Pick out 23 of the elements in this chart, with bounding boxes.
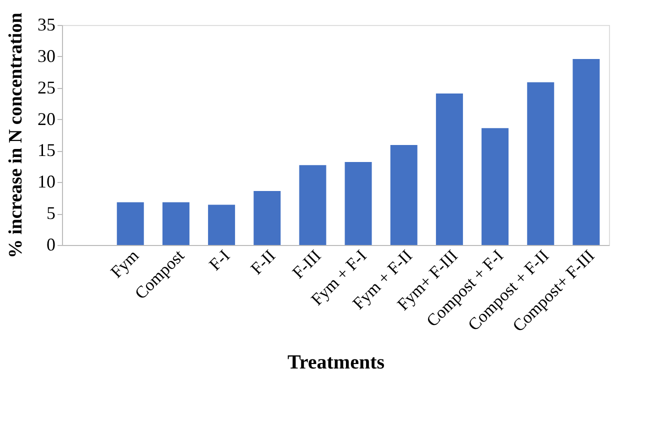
y-tick-label: 15 (38, 140, 56, 160)
y-tick-label: 35 (38, 14, 56, 34)
y-tick-label: 0 (46, 234, 56, 254)
y-tick-label: 20 (38, 108, 56, 129)
bar (436, 94, 463, 245)
x-tick-label: F-I (205, 246, 234, 274)
bar (254, 190, 281, 245)
bar (390, 145, 418, 245)
bar (344, 162, 372, 245)
bar (116, 202, 144, 245)
x-axis-title: Treatments (287, 352, 385, 374)
bar (572, 58, 600, 245)
bar (527, 82, 554, 245)
y-tick-label: 30 (38, 46, 56, 66)
y-tick-label: 25 (38, 77, 56, 98)
x-tick-label: F-II (247, 246, 280, 278)
bar (482, 128, 509, 245)
bar (162, 202, 190, 245)
y-tick-label: 5 (46, 203, 56, 224)
bar (299, 165, 326, 245)
bar (208, 204, 236, 245)
y-tick-label: 10 (38, 172, 56, 192)
y-axis-title: % increase in N concentration (6, 12, 26, 258)
